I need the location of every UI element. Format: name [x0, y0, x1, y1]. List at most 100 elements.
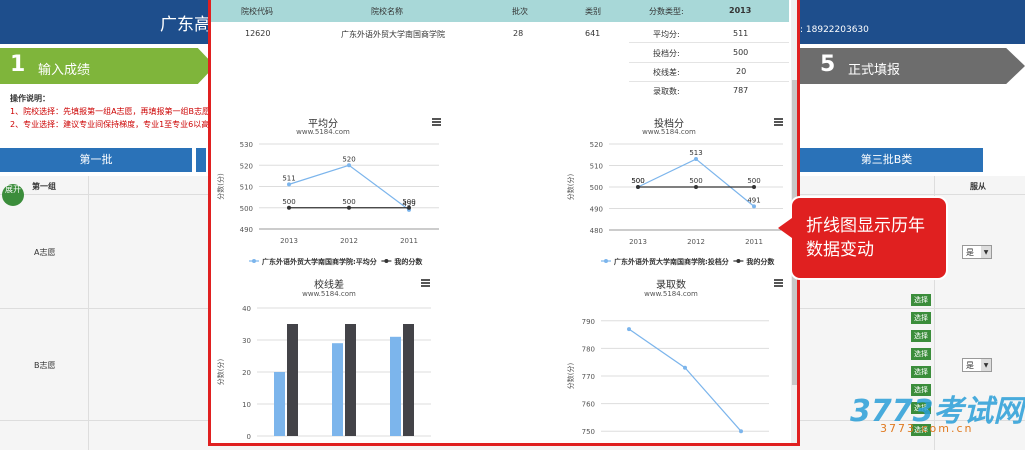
menu-icon[interactable]: [774, 118, 783, 126]
select-button[interactable]: 选择: [911, 330, 931, 342]
obey-select-a[interactable]: 是 ▼: [962, 245, 992, 259]
data-label: 491: [747, 196, 760, 204]
stat-value: 500: [733, 48, 749, 57]
group-header: 第一组: [32, 182, 56, 191]
stat-value: 511: [733, 29, 749, 38]
y-tick-label: 480: [590, 227, 603, 235]
bar: [390, 336, 401, 436]
legend-marker: [604, 259, 608, 263]
bar: [332, 343, 343, 436]
stat-label: 投档分:: [653, 49, 680, 58]
data-label: 520: [342, 155, 355, 163]
y-tick-label: 510: [240, 184, 253, 192]
y-tick-label: 490: [240, 226, 253, 234]
select-button[interactable]: 选择: [911, 294, 931, 306]
select-button[interactable]: 选择: [911, 312, 931, 324]
data-label: 500: [282, 198, 295, 206]
col-name: 院校名称: [371, 7, 403, 16]
data-point: [752, 185, 756, 189]
y-tick-label: 520: [590, 141, 603, 149]
data-label: 500: [631, 177, 644, 185]
category-value: 641: [585, 29, 601, 38]
stat-label: 平均分:: [653, 30, 680, 39]
step-1-input-score[interactable]: 1 输入成绩: [0, 48, 215, 84]
data-point: [407, 205, 411, 210]
divider: [629, 81, 789, 82]
tab-third-batch-b[interactable]: 第三批B类: [790, 148, 983, 172]
row-label-b: B志愿: [34, 361, 56, 370]
y-tick-label: 790: [582, 318, 595, 326]
chart-subtitle: www.5184.com: [296, 128, 350, 136]
x-tick-label: 2011: [400, 237, 418, 245]
legend-label: 广东外语外贸大学南国商学院:平均分: [262, 257, 377, 266]
bar: [345, 324, 356, 436]
menu-icon[interactable]: [421, 279, 430, 287]
menu-icon[interactable]: [432, 118, 441, 126]
tab-second-batch[interactable]: [196, 148, 206, 172]
col-score-type: 分数类型:: [649, 7, 684, 16]
phone-number: : 18922203630: [800, 25, 869, 35]
y-tick-label: 30: [242, 337, 251, 345]
step-label: 输入成绩: [38, 63, 91, 78]
school-code: 12620: [245, 29, 271, 38]
operation-notes: 操作说明： 1、院校选择：先填报第一组A志愿，再填报第一组B志愿，依次 2、专业…: [10, 92, 241, 131]
y-axis-label: 分数(分): [216, 173, 225, 200]
y-tick-label: 520: [240, 162, 253, 170]
y-tick-label: 780: [582, 345, 595, 353]
note-line: 2、专业选择：建议专业间保持梯度，专业1至专业6以高分到低分: [10, 120, 242, 129]
x-tick-label: 2012: [340, 237, 358, 245]
data-point: [627, 327, 631, 332]
stat-label: 录取数:: [653, 87, 680, 96]
watermark-url: 3773.com.cn: [880, 422, 974, 435]
data-point: [739, 429, 743, 434]
select-button[interactable]: 选择: [911, 384, 931, 396]
x-tick-label: 2012: [687, 238, 705, 246]
y-axis-label: 分数(分): [216, 359, 225, 386]
row-label-a: A志愿: [34, 248, 56, 257]
line-chart-enrollment: 790 780 770 760 750 分数(分): [566, 318, 769, 436]
chart-title: 投档分: [654, 119, 684, 130]
y-tick-label: 510: [590, 163, 603, 171]
chart-subtitle: www.5184.com: [302, 290, 356, 298]
bar: [403, 324, 414, 436]
legend-label: 我的分数: [746, 257, 775, 266]
line-chart-average: 530 520 510 500 490 分数(分) 2013 2012 2011 511 520 49…: [216, 141, 439, 266]
select-button[interactable]: 选择: [911, 402, 931, 414]
step-5-formal-fill[interactable]: 5 正式填报: [790, 48, 1025, 84]
data-point: [752, 204, 756, 209]
stat-label: 校线差:: [653, 68, 680, 77]
stat-value: 787: [733, 86, 749, 95]
select-button[interactable]: 选择: [911, 366, 931, 378]
tab-first-batch[interactable]: 第一批: [0, 148, 192, 172]
data-point: [347, 163, 351, 168]
callout-text: 折线图显示历年数据变动: [806, 216, 925, 260]
divider: [88, 176, 89, 450]
data-label: 511: [282, 174, 295, 182]
y-tick-label: 760: [582, 401, 595, 409]
school-detail-modal: 院校代码 院校名称 批次 类别 分数类型: 2013 12620 广东外语外贸大…: [208, 0, 800, 446]
bar: [287, 324, 298, 436]
y-tick-label: 10: [242, 401, 251, 409]
select-button[interactable]: 选择: [911, 424, 931, 436]
stat-value: 20: [736, 67, 747, 76]
y-axis-label: 分数(分): [566, 174, 575, 201]
legend-marker: [736, 259, 741, 263]
chevron-down-icon: ▼: [981, 359, 991, 371]
obey-header: 服从: [970, 182, 986, 191]
col-code: 院校代码: [241, 7, 273, 16]
data-point: [694, 185, 698, 189]
note-line: 1、院校选择：先填报第一组A志愿，再填报第一组B志愿，依次: [10, 107, 235, 116]
chart-title: 平均分: [308, 119, 338, 130]
select-button[interactable]: 选择: [911, 348, 931, 360]
y-tick-label: 500: [240, 205, 253, 213]
col-year: 2013: [729, 6, 752, 15]
menu-icon[interactable]: [774, 279, 783, 287]
expand-button[interactable]: 展开: [2, 184, 24, 206]
bar: [274, 372, 285, 436]
chart-subtitle: www.5184.com: [642, 128, 696, 136]
legend-marker: [384, 259, 389, 263]
y-tick-label: 40: [242, 305, 251, 313]
batch-value: 28: [513, 29, 524, 38]
obey-select-b[interactable]: 是 ▼: [962, 358, 992, 372]
data-label: 513: [689, 149, 702, 157]
